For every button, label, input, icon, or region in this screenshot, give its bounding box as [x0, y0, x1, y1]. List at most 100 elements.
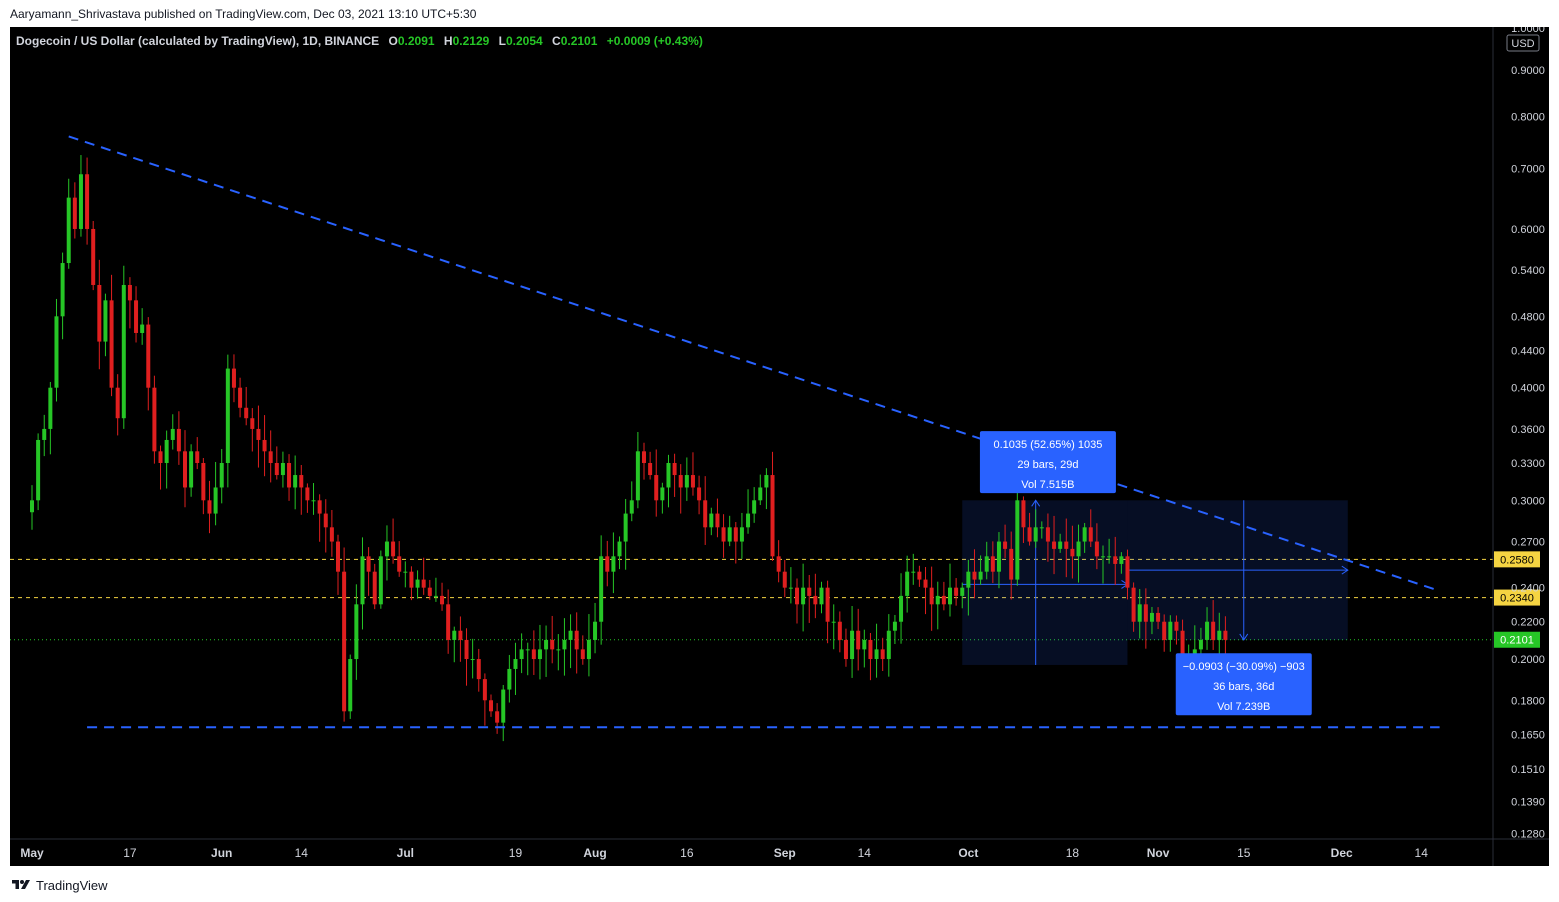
measurement-boxes [962, 499, 1349, 665]
price-axis: 0.9000 0.8000 0.7000 0.6000 0.5400 0.4800 0.44… [1511, 65, 1545, 840]
candle-body-up [36, 439, 41, 501]
tradingview-logo-icon [12, 880, 30, 889]
legend-change-value: +0.0009 (+0.43%) [607, 34, 703, 48]
candle-body-up [978, 571, 983, 580]
candle-body-up [593, 621, 598, 640]
measurement-label-line: Vol 7.515B [1021, 479, 1074, 491]
candle-body-down [427, 587, 432, 596]
candle-body-down [72, 197, 77, 229]
time-tick: 14 [1415, 846, 1429, 860]
candle-body-down [1211, 621, 1216, 640]
candles [30, 155, 1228, 742]
candle-body-down [917, 571, 922, 580]
candle-body-down [1143, 604, 1148, 622]
candle-body-down [813, 595, 818, 605]
candle-body-up [384, 541, 389, 557]
time-tick: 17 [123, 846, 137, 860]
candle-body-down [1094, 541, 1099, 557]
price-tick: 0.5400 [1511, 265, 1545, 277]
candle-body-down [770, 475, 775, 557]
candle-body-down [372, 571, 377, 605]
legend-close-key: C [552, 34, 561, 48]
candlestick-chart[interactable]: 0.2580 0.2340 0.2101 0.1035 (52.65%) 1035 2… [10, 27, 1549, 866]
candle-body-up [140, 324, 145, 333]
candle-body-up [452, 630, 457, 640]
candle-body-up [666, 462, 671, 488]
candle-body-down [807, 587, 812, 596]
candle-body-down [317, 500, 322, 514]
candle-body-up [1119, 556, 1124, 564]
candle-body-down [409, 571, 414, 588]
candle-body-up [213, 487, 218, 514]
candle-body-up [727, 527, 732, 542]
candle-body-up [568, 630, 573, 640]
price-tick: 0.1650 [1511, 729, 1545, 741]
candle-body-up [1015, 500, 1020, 580]
measurement-label-line: −0.0903 (−30.09%) −903 [1183, 661, 1305, 673]
candle-body-up [354, 604, 359, 660]
candle-body-up [611, 556, 616, 572]
candle-body-down [342, 571, 347, 712]
candle-body-up [189, 451, 194, 488]
candle-body-up [886, 630, 891, 660]
footer-brand[interactable]: TradingView [36, 877, 108, 893]
candle-body-down [1113, 556, 1118, 564]
candle-body-down [941, 595, 946, 605]
candle-body-up [78, 174, 83, 229]
price-level-badge [1494, 589, 1540, 606]
candle-body-down [1088, 527, 1093, 542]
candle-body-down [678, 475, 683, 488]
time-tick: 19 [509, 846, 523, 860]
candle-body-up [831, 621, 836, 623]
candle-body-down [495, 711, 500, 723]
candle-body-down [329, 527, 334, 542]
candle-body-down [697, 487, 702, 501]
candle-body-down [1009, 548, 1014, 580]
candle-body-up [1137, 604, 1142, 622]
measurement-label-box [979, 431, 1116, 494]
candle-body-down [323, 513, 328, 528]
candle-body-up [219, 462, 224, 488]
candle-body-up [42, 428, 47, 440]
candle-body-up [348, 659, 353, 712]
candle-body-down [703, 500, 708, 528]
candle-body-down [1070, 548, 1075, 557]
legend-low-key: L [499, 34, 506, 48]
candle-body-up [1101, 556, 1105, 558]
candle-body-up [850, 630, 855, 660]
candle-body-up [801, 587, 806, 605]
measurement-label-line: 0.1035 (52.65%) 1035 [993, 439, 1102, 451]
currency-badge[interactable]: USD [1506, 34, 1540, 52]
candle-body-up [311, 500, 316, 502]
arrow-head [1341, 565, 1349, 575]
candle-body-up [764, 475, 769, 488]
candle-body-down [244, 407, 249, 419]
candle-body-down [268, 451, 273, 463]
candle-body-down [929, 587, 934, 605]
measurement-labels: 0.1035 (52.65%) 1035 29 bars, 29d Vol 7.51… [979, 431, 1312, 716]
candle-body-down [262, 439, 267, 452]
candle-body-up [121, 284, 126, 419]
candle-body-down [843, 639, 848, 660]
candle-body-down [397, 556, 402, 572]
candle-body-down [580, 649, 585, 660]
candle-body-down [690, 475, 695, 488]
candle-body-down [605, 556, 610, 572]
time-tick: Jun [211, 846, 232, 860]
candle-body-down [531, 649, 536, 660]
candle-body-up [996, 541, 1001, 572]
measurement-label-line: Vol 7.239B [1217, 701, 1270, 713]
candle-body-up [788, 587, 793, 589]
candle-body-up [623, 513, 628, 542]
candle-body-down [489, 700, 493, 712]
price-levels: 0.2580 0.2340 0.2101 [10, 551, 1540, 648]
price-level-label: 0.2580 [1500, 554, 1534, 566]
legend-open-value: 0.2091 [398, 34, 435, 48]
candle-body-down [250, 418, 255, 429]
candle-body-up [164, 439, 169, 463]
candle-body-down [97, 284, 102, 342]
measurement-label-line: 36 bars, 36d [1213, 681, 1274, 693]
candle-body-down [1064, 541, 1069, 549]
candle-body-down [458, 630, 463, 640]
chart-area[interactable]: 0.2580 0.2340 0.2101 0.1035 (52.65%) 1035 2… [10, 27, 1549, 866]
